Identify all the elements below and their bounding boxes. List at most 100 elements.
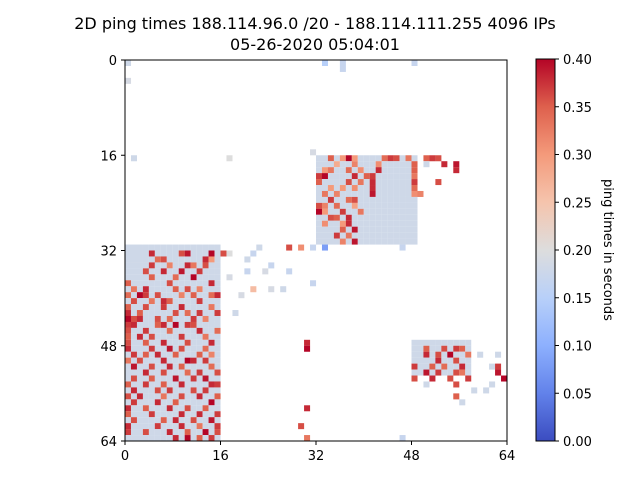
heatmap-cell <box>148 321 155 328</box>
heatmap-cell <box>441 345 448 352</box>
heatmap-cell <box>447 369 454 376</box>
heatmap-cell <box>351 220 358 227</box>
heatmap-cell <box>166 357 173 364</box>
heatmap-cell <box>453 393 460 400</box>
heatmap-cell <box>154 363 161 370</box>
heatmap-cell <box>214 268 221 275</box>
heatmap-cell <box>316 232 323 239</box>
heatmap-cell <box>190 321 197 328</box>
heatmap-cell <box>399 202 406 209</box>
heatmap-cell <box>208 321 215 328</box>
heatmap-cell <box>369 196 376 203</box>
heatmap-cell <box>321 190 328 197</box>
heatmap-cell <box>142 369 149 376</box>
heatmap-cell <box>208 351 215 358</box>
chart-title-line-1: 2D ping times 188.114.96.0 /20 - 188.114… <box>74 14 556 33</box>
heatmap-cell <box>339 202 346 209</box>
heatmap-cell <box>136 292 143 299</box>
heatmap-cell <box>125 327 132 334</box>
heatmap-cell <box>405 214 412 221</box>
heatmap-cell <box>142 298 149 305</box>
heatmap-cell <box>310 244 317 251</box>
heatmap-cell <box>166 405 173 412</box>
heatmap-cell <box>453 363 460 370</box>
heatmap-cell <box>142 363 149 370</box>
heatmap-cell <box>184 304 191 311</box>
heatmap-cell <box>327 220 334 227</box>
heatmap-cell <box>196 333 203 340</box>
heatmap-cell <box>196 339 203 346</box>
heatmap-cell <box>190 262 197 269</box>
heatmap-cell <box>130 268 137 275</box>
heatmap-cell <box>196 262 203 269</box>
heatmap-cell <box>441 369 448 376</box>
heatmap-cell <box>208 280 215 287</box>
heatmap-cell <box>393 179 400 186</box>
heatmap-cell <box>387 202 394 209</box>
heatmap-cell <box>339 185 346 192</box>
heatmap-cell <box>339 232 346 239</box>
heatmap-cell <box>172 244 179 251</box>
heatmap-cell <box>202 387 209 394</box>
heatmap-cell <box>208 369 215 376</box>
heatmap-cell <box>387 167 394 174</box>
heatmap-cell <box>190 399 197 406</box>
heatmap-cell <box>363 196 370 203</box>
heatmap-cell <box>214 399 221 406</box>
heatmap-cell <box>339 214 346 221</box>
heatmap-cell <box>178 405 185 412</box>
heatmap-cell <box>196 250 203 257</box>
heatmap-cell <box>321 161 328 168</box>
heatmap-cell <box>351 196 358 203</box>
heatmap-cell <box>363 173 370 180</box>
heatmap-cell <box>202 375 209 382</box>
heatmap-cell <box>136 298 143 305</box>
heatmap-cell <box>429 369 436 376</box>
heatmap-cell <box>172 327 179 334</box>
heatmap-cell <box>148 387 155 394</box>
heatmap-cell <box>441 161 448 168</box>
heatmap-cell <box>154 387 161 394</box>
heatmap-cell <box>304 435 311 442</box>
heatmap-cell <box>357 167 364 174</box>
heatmap-cell <box>160 310 167 317</box>
heatmap-cell <box>208 286 215 293</box>
colorbar-tick-label: 0.35 <box>563 101 592 116</box>
heatmap-cell <box>327 167 334 174</box>
heatmap-cell <box>202 292 209 299</box>
heatmap-cell <box>172 321 179 328</box>
heatmap-cell <box>304 345 311 352</box>
heatmap-cell <box>369 226 376 233</box>
heatmap-cell <box>357 202 364 209</box>
heatmap-cell <box>471 387 478 394</box>
heatmap-cell <box>477 351 484 358</box>
heatmap-cell <box>417 369 424 376</box>
heatmap-cell <box>160 298 167 305</box>
heatmap-cell <box>405 167 412 174</box>
heatmap-cell <box>184 393 191 400</box>
heatmap-cell <box>345 238 352 245</box>
heatmap-cell <box>190 423 197 430</box>
heatmap-cell <box>166 423 173 430</box>
heatmap-cell <box>250 286 257 293</box>
heatmap-cell <box>154 262 161 269</box>
heatmap-cell <box>363 238 370 245</box>
heatmap-cell <box>363 220 370 227</box>
heatmap-cell <box>172 298 179 305</box>
heatmap-cell <box>178 310 185 317</box>
heatmap-cell <box>160 339 167 346</box>
heatmap-cell <box>184 339 191 346</box>
heatmap-cell <box>214 393 221 400</box>
heatmap-cell <box>125 250 132 257</box>
heatmap-cell <box>327 196 334 203</box>
heatmap-cell <box>357 208 364 215</box>
heatmap-cell <box>208 250 215 257</box>
heatmap-cell <box>172 280 179 287</box>
heatmap-cell <box>125 411 132 418</box>
heatmap-cell <box>178 423 185 430</box>
heatmap-cell <box>136 423 143 430</box>
heatmap-cell <box>136 417 143 424</box>
heatmap-cell <box>178 411 185 418</box>
heatmap-cell <box>148 333 155 340</box>
heatmap-cell <box>399 232 406 239</box>
